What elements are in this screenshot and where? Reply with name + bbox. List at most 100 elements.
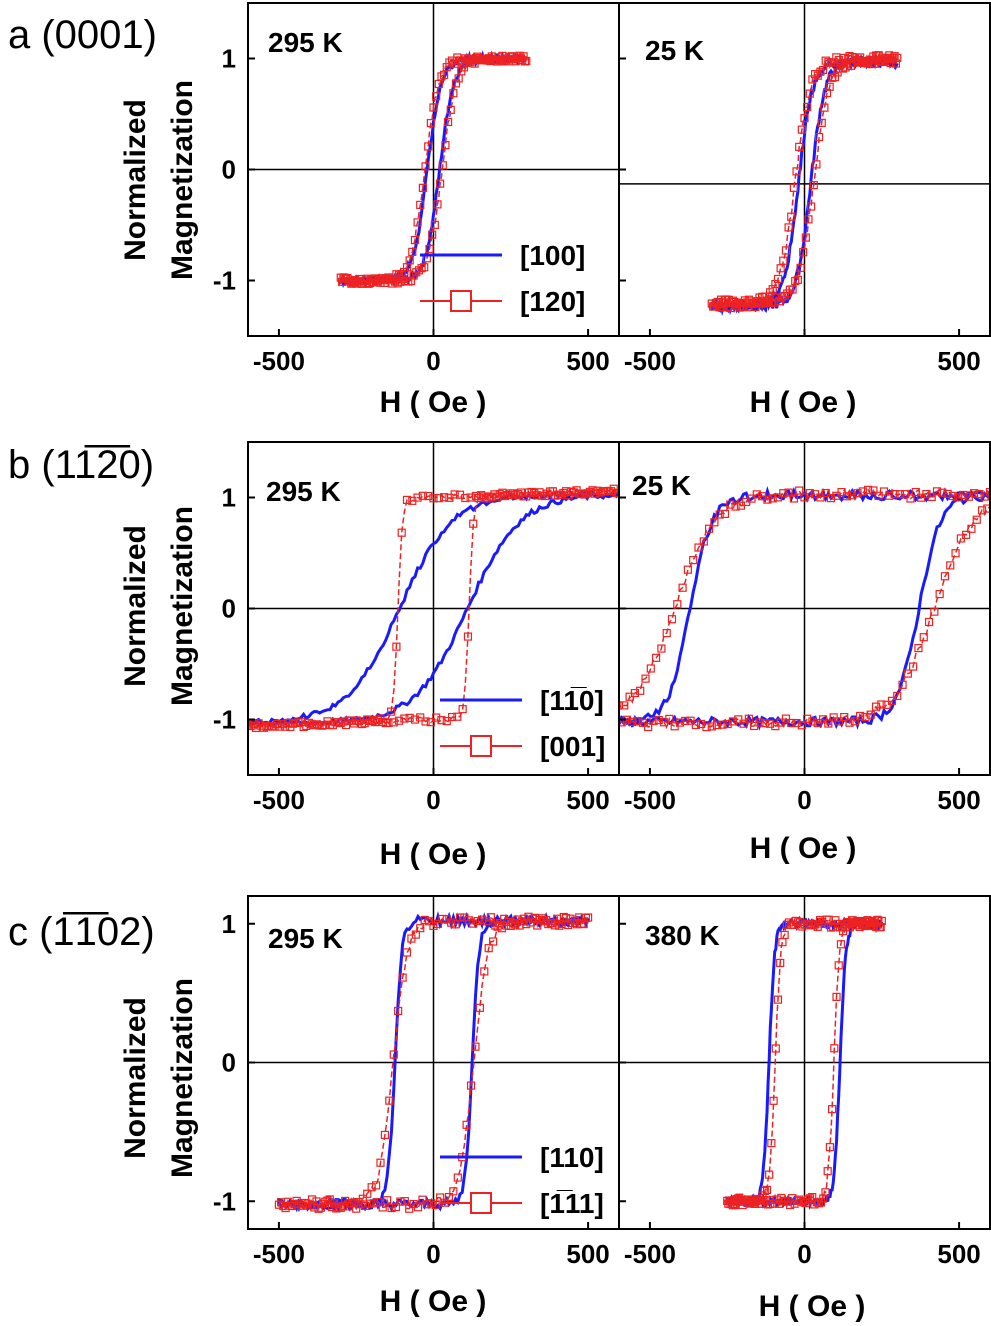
series-1-marker — [662, 628, 671, 638]
series-1-marker — [491, 55, 500, 64]
x-tick-label: 0 — [426, 346, 440, 376]
series-1-marker — [821, 56, 830, 65]
series-1-marker — [609, 484, 618, 493]
series-1-marker — [446, 105, 455, 114]
series-1-marker — [482, 917, 491, 926]
y-tick-label: 0 — [222, 1048, 236, 1078]
series-1-marker — [704, 524, 714, 533]
series-1-marker — [572, 920, 582, 929]
panel-a-left: -500 0 500 -1 0 1 295 K [100] [120] — [213, 2, 620, 376]
series-1-marker — [334, 1203, 343, 1212]
series-1-marker — [363, 1189, 372, 1198]
series-1-marker — [368, 716, 377, 726]
series-1-marker — [596, 488, 605, 497]
series-1-marker — [416, 924, 425, 933]
series-1-marker — [285, 1201, 295, 1210]
series-1-marker — [814, 1199, 823, 1208]
series-1-marker — [820, 103, 829, 112]
series-1-marker — [702, 723, 711, 732]
series-1-marker — [444, 1192, 454, 1202]
series-1-marker — [924, 617, 934, 627]
series-1-marker — [459, 63, 469, 72]
series-1-marker — [720, 509, 730, 518]
series-1-marker — [825, 1143, 834, 1152]
series-1-marker — [784, 488, 793, 497]
series-1-marker — [983, 504, 990, 513]
series-1-marker — [568, 918, 577, 927]
series-1-marker — [418, 491, 427, 500]
ylabel-row-c: Normalized Magnetization — [119, 978, 199, 1178]
series-1-marker — [373, 715, 382, 725]
series-1-marker — [710, 518, 719, 527]
series-1-marker — [367, 1183, 376, 1192]
series-1-marker — [398, 973, 407, 982]
series-1-marker — [619, 701, 624, 710]
series-1-marker — [441, 141, 450, 150]
series-1-marker — [776, 264, 785, 273]
series-1-marker — [530, 489, 539, 498]
series-1-marker — [426, 718, 435, 727]
temperature-label: 380 K — [645, 920, 720, 951]
series-1-marker — [845, 718, 854, 727]
series-1-marker — [347, 716, 356, 725]
row-label-b: b (11̅2̅0) — [8, 443, 154, 487]
series-1-marker — [824, 58, 833, 67]
series-1-marker — [781, 246, 791, 255]
series-1-marker — [784, 223, 793, 232]
series-1-marker — [422, 1200, 431, 1209]
series-1-marker — [876, 922, 885, 932]
curves — [248, 484, 619, 733]
series-1-marker — [473, 916, 482, 926]
x-tick-label: 500 — [937, 785, 980, 815]
series-1-marker — [387, 1203, 396, 1213]
series-1-marker — [392, 642, 401, 651]
xlabel-c-left: H ( Oe ) — [380, 1285, 487, 1318]
series-1-marker — [681, 716, 690, 726]
series-1-marker — [402, 948, 412, 957]
series-1-marker — [673, 600, 682, 609]
series-1-marker — [841, 922, 850, 931]
series-1-marker — [909, 662, 918, 671]
series-1-marker — [378, 1203, 387, 1212]
series-1-marker — [789, 494, 799, 503]
series-1-marker — [808, 717, 817, 726]
series-1-marker — [466, 493, 475, 502]
xlabel-a-left: H ( Oe ) — [380, 386, 487, 419]
series-1-marker — [716, 295, 726, 304]
series-1-marker — [919, 633, 928, 642]
series-1-marker — [436, 179, 445, 188]
series-1-marker — [809, 181, 818, 190]
series-1-marker — [657, 644, 666, 653]
series-1-marker — [453, 1173, 462, 1182]
series-1-marker — [871, 702, 881, 711]
series-1-marker — [726, 500, 735, 509]
series-1-marker — [367, 275, 376, 284]
series-1-marker — [429, 494, 438, 503]
series-1-marker — [515, 51, 524, 60]
series-1-marker — [823, 1167, 832, 1176]
series-1-marker — [875, 56, 885, 65]
series-1-marker — [417, 264, 426, 273]
curves — [707, 51, 902, 317]
x-tick-label: -500 — [624, 1239, 676, 1269]
series-1-marker — [537, 914, 546, 923]
series-1-marker — [765, 1170, 774, 1179]
series-1-marker — [761, 298, 771, 307]
series-1-marker — [943, 489, 952, 499]
temperature-label: 25 K — [645, 35, 704, 66]
series-1-marker — [538, 491, 547, 500]
series-1-marker — [829, 922, 838, 931]
series-1-marker — [793, 275, 802, 284]
series-1-marker — [580, 490, 589, 499]
series-1-marker — [830, 73, 840, 82]
series-1-marker — [458, 705, 467, 714]
legend-label: [110] — [540, 1142, 604, 1173]
series-1-marker — [752, 490, 761, 499]
series-1-marker — [828, 73, 837, 82]
series-1-marker — [762, 1185, 772, 1195]
series-1-marker — [360, 1201, 370, 1210]
series-1-marker — [756, 297, 765, 307]
legend-label: [001] — [540, 731, 605, 762]
series-1-marker — [591, 489, 600, 498]
